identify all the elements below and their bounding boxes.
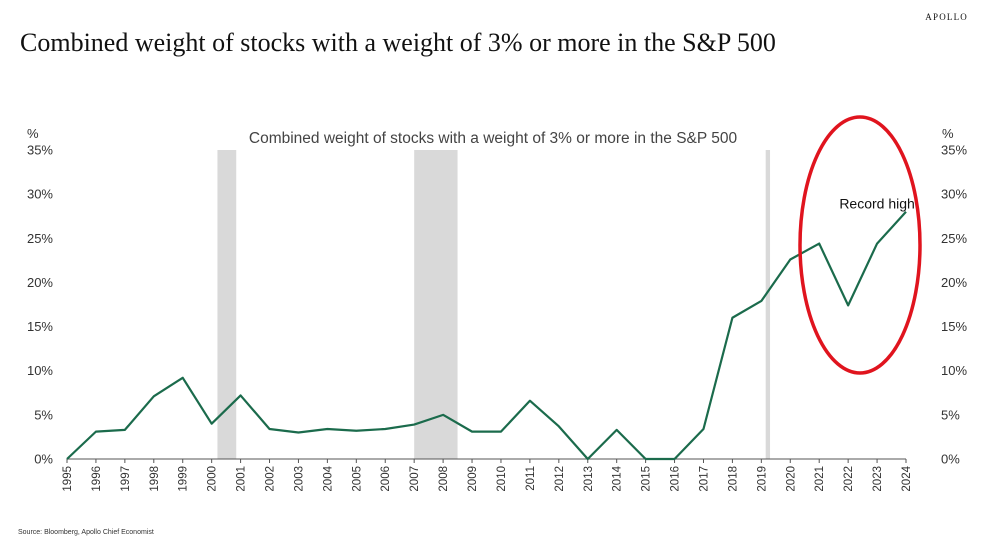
x-tick-label: 2020 [785, 466, 797, 492]
x-tick-label: 2004 [322, 465, 334, 491]
recession-shading-layer [217, 150, 771, 459]
x-tick-label: 2000 [207, 466, 219, 492]
brand-logo: APOLLO [925, 12, 968, 22]
x-tick-label: 2007 [409, 466, 421, 492]
x-tick-label: 2024 [901, 465, 913, 491]
x-tick-label: 1995 [62, 466, 74, 492]
x-tick-label: 1998 [149, 466, 161, 492]
x-tick-label: 1997 [120, 466, 132, 492]
x-tick-label: 2009 [467, 466, 479, 492]
x-tick-label: 2006 [380, 466, 392, 492]
y-axis-label-right: % [942, 126, 954, 141]
x-tick-label: 2019 [756, 466, 768, 492]
series-line-0 [66, 211, 907, 461]
x-tick-label: 2021 [814, 466, 826, 492]
series-layer [66, 211, 907, 461]
x-tick-label: 2008 [438, 466, 450, 492]
highlight-ellipse [798, 115, 922, 375]
axis-ticks-layer: 0% 0% 5% 5% 10% 10% 15% 15% 20% 20% 25% 25% 30% 30% 35… [27, 143, 967, 492]
x-tick-label: 2013 [583, 466, 595, 492]
y-tick-left: 25% [27, 231, 53, 246]
y-tick-right: 5% [941, 407, 960, 422]
y-tick-right: 30% [941, 187, 967, 202]
y-tick-left: 15% [27, 319, 53, 334]
y-tick-left: 0% [34, 452, 53, 467]
chart-title: Combined weight of stocks with a weight … [249, 130, 738, 147]
x-tick-label: 2015 [641, 466, 653, 492]
page-title: Combined weight of stocks with a weight … [20, 28, 776, 57]
y-tick-right: 15% [941, 319, 967, 334]
x-tick-label: 2023 [872, 466, 884, 492]
x-tick-label: 2002 [265, 466, 277, 492]
recession-band-1 [414, 150, 458, 459]
x-tick-label: 2022 [843, 466, 855, 492]
y-tick-left: 10% [27, 363, 53, 378]
x-tick-label: 1996 [91, 466, 103, 492]
record-high-annotation: Record high [839, 196, 915, 212]
x-tick-label: 2016 [670, 466, 682, 492]
x-tick-label: 2010 [496, 466, 508, 492]
y-tick-right: 10% [941, 363, 967, 378]
x-tick-label: 2012 [554, 466, 566, 492]
y-tick-right: 20% [941, 275, 967, 290]
y-tick-left: 20% [27, 275, 53, 290]
x-tick-label: 2003 [293, 466, 305, 492]
y-tick-left: 5% [34, 407, 53, 422]
x-tick-label: 1999 [178, 466, 190, 492]
y-tick-right: 35% [941, 143, 967, 158]
x-tick-label: 2018 [727, 466, 739, 492]
x-tick-label: 2011 [525, 466, 537, 491]
x-tick-label: 2014 [612, 465, 624, 491]
y-tick-left: 30% [27, 187, 53, 202]
recession-band-0 [217, 150, 237, 459]
y-axis-label-left: % [27, 126, 39, 141]
x-tick-label: 2005 [351, 466, 363, 492]
recession-band-2 [765, 150, 771, 459]
y-tick-right: 0% [941, 452, 960, 467]
source-note: Source: Bloomberg, Apollo Chief Economis… [18, 529, 154, 536]
x-tick-label: 2017 [698, 466, 710, 492]
y-tick-left: 35% [27, 143, 53, 158]
x-tick-label: 2001 [236, 466, 248, 492]
y-tick-right: 25% [941, 231, 967, 246]
